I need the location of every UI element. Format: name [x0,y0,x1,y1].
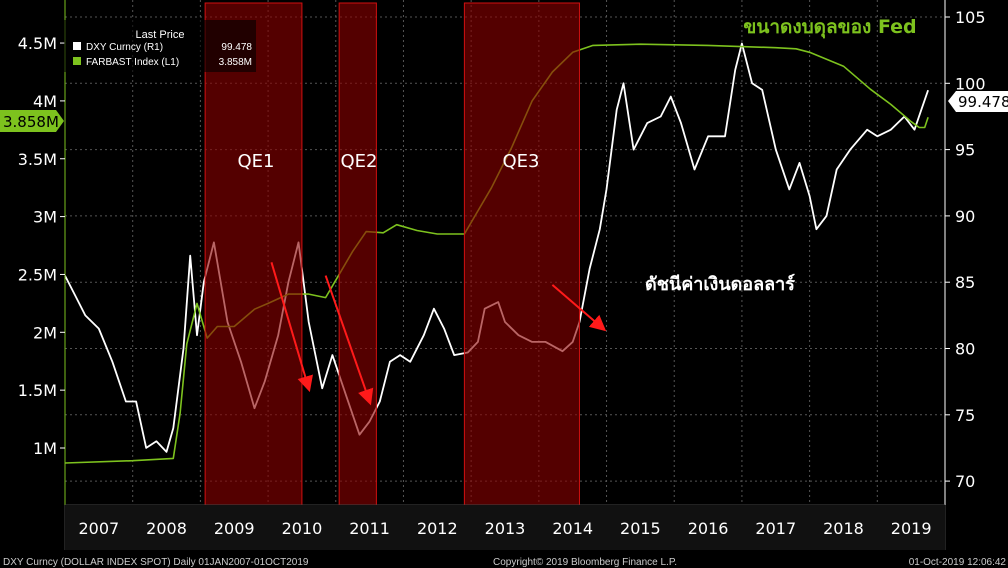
x-tick-label: 2019 [891,519,932,538]
x-tick-label: 2014 [552,519,593,538]
footer-center: Copyright© 2019 Bloomberg Finance L.P. [493,557,677,568]
red-arrow [270,262,313,393]
x-tick-label: 2015 [620,519,661,538]
right-tick-label: 95 [955,141,975,160]
x-tick-label: 2009 [214,519,255,538]
legend: Last Price DXY Curncy (R1) 99.478 FARBAS… [64,20,256,72]
right-tick-label: 70 [955,472,975,491]
legend-value-farbast: 3.858M [219,57,252,68]
qe-region-qe3 [463,2,580,506]
left-tick-label: 4M [33,92,57,111]
right-tick-label: 105 [955,8,986,27]
red-arrow [324,275,374,406]
legend-swatch-dxy [73,42,81,50]
fed-balance-label: ขนาดงบดุลของ Fed [743,16,916,39]
left-tick-label: 3.5M [18,150,57,169]
x-tick-label: 2012 [417,519,458,538]
qe-region-qe2 [338,2,377,506]
x-tick-label: 2017 [755,519,796,538]
x-tick-label: 2008 [146,519,187,538]
left-tick-label: 3M [33,208,57,227]
left-tick-label: 1M [33,439,57,458]
legend-title: Last Price [136,29,185,41]
right-value-tag-text: 99.478 [958,93,1008,111]
left-value-tag: 3.858M [0,110,64,132]
x-tick-label: 2010 [282,519,323,538]
right-value-tag: 99.478 [948,91,1008,112]
left-tick-label: 2M [33,323,57,342]
red-arrow [551,284,607,332]
legend-value-dxy: 99.478 [221,42,252,53]
left-tick-label: 4.5M [18,34,57,53]
legend-swatch-farbast [73,57,81,65]
right-tick-label: 75 [955,406,975,425]
right-tick-label: 100 [955,74,986,93]
qe1-label: QE1 [238,151,275,172]
dxy-label: ดัชนีค่าเงินดอลลาร์ [645,273,795,295]
left-tick-label: 2.5M [18,265,57,284]
footer-left: DXY Curncy (DOLLAR INDEX SPOT) Daily 01J… [3,557,309,568]
qe2-label: QE2 [341,151,378,172]
legend-label-farbast: FARBAST Index (L1) [86,57,179,68]
qe3-label: QE3 [503,151,540,172]
x-tick-label: 2018 [823,519,864,538]
x-tick-label: 2016 [688,519,729,538]
footer-right: 01-Oct-2019 12:06:42 [909,557,1007,568]
left-value-tag-text: 3.858M [3,113,59,131]
right-tick-label: 90 [955,207,975,226]
x-axis-band [65,505,945,550]
right-tick-label: 80 [955,340,975,359]
right-tick-label: 85 [955,273,975,292]
left-tick-label: 1.5M [18,381,57,400]
x-tick-label: 2007 [78,519,119,538]
x-tick-label: 2013 [485,519,526,538]
x-tick-label: 2011 [349,519,390,538]
qe-region-qe1 [204,2,303,506]
legend-label-dxy: DXY Curncy (R1) [86,42,163,53]
